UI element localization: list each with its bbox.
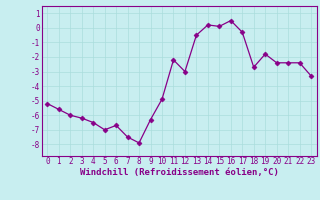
X-axis label: Windchill (Refroidissement éolien,°C): Windchill (Refroidissement éolien,°C): [80, 168, 279, 177]
